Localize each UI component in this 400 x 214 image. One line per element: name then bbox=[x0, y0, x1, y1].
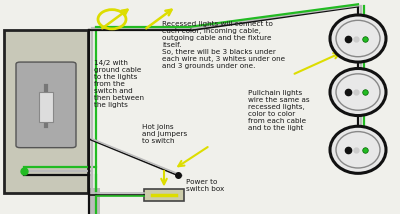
Text: Power to
switch box: Power to switch box bbox=[186, 179, 224, 192]
Ellipse shape bbox=[336, 20, 380, 57]
Text: Recessed lights will connect to
each color, incoming cable,
outgoing cable and t: Recessed lights will connect to each col… bbox=[162, 21, 285, 69]
Text: Pullchain lights
wire the same as
recessed lights,
color to color
from each cabl: Pullchain lights wire the same as recess… bbox=[248, 90, 310, 131]
Ellipse shape bbox=[330, 68, 386, 116]
Text: 14/2 with
ground cable
to the lights
from the
switch and
then between
the lights: 14/2 with ground cable to the lights fro… bbox=[94, 60, 144, 108]
Bar bbox=[39, 92, 53, 122]
Text: Hot joins
and jumpers
to switch: Hot joins and jumpers to switch bbox=[142, 124, 187, 144]
Ellipse shape bbox=[330, 15, 386, 62]
Ellipse shape bbox=[330, 126, 386, 173]
Bar bbox=[144, 189, 184, 201]
FancyBboxPatch shape bbox=[16, 62, 76, 148]
Bar bbox=[4, 30, 88, 193]
Ellipse shape bbox=[336, 132, 380, 168]
Ellipse shape bbox=[336, 74, 380, 110]
Bar bbox=[88, 188, 100, 214]
